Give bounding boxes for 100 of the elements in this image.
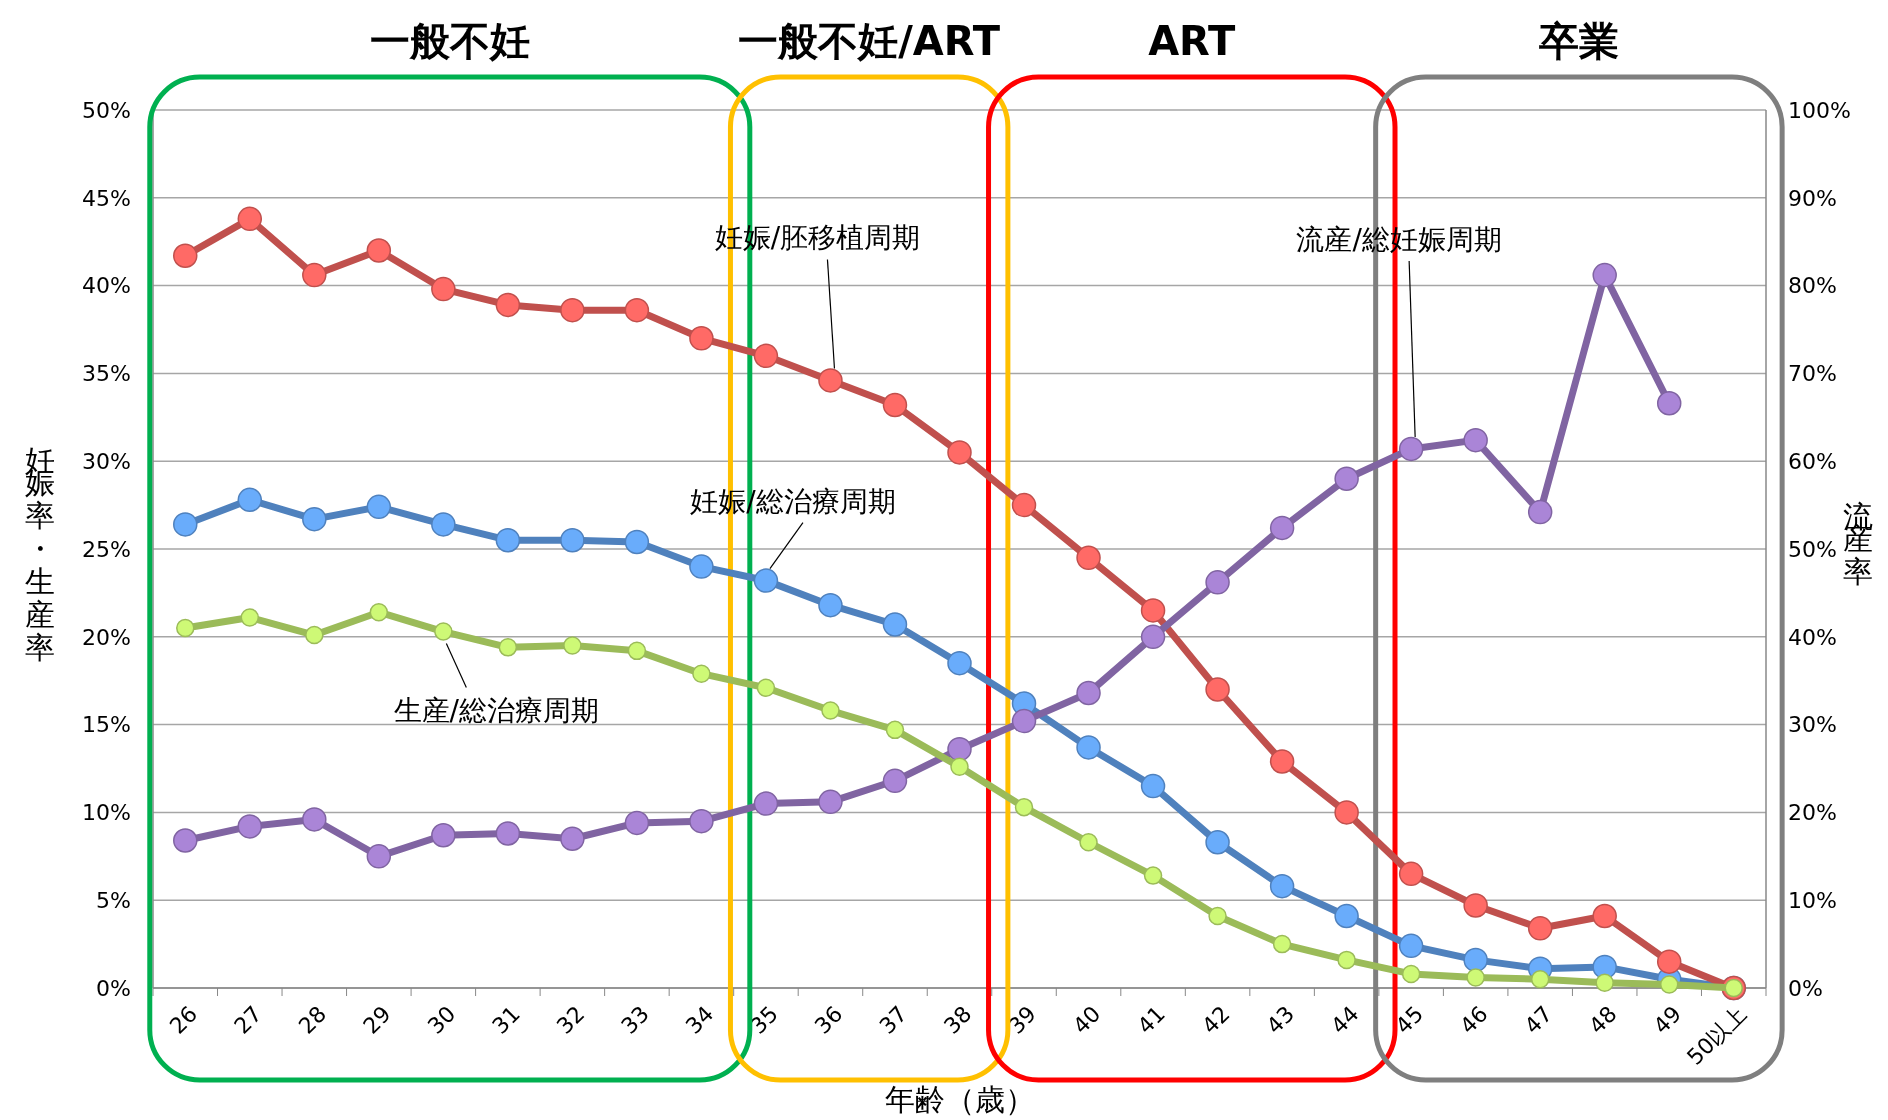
x-tick-label: 42 xyxy=(1197,1001,1235,1039)
point xyxy=(431,512,456,537)
point xyxy=(882,768,908,794)
text: 一般不妊 xyxy=(369,18,530,64)
point xyxy=(1656,391,1682,416)
y2-tick-label: 0% xyxy=(1788,975,1823,1001)
y2-tick-label: 10% xyxy=(1788,887,1837,913)
point xyxy=(1527,499,1553,525)
point xyxy=(302,807,327,832)
point xyxy=(1592,903,1617,929)
x-tick-label: 46 xyxy=(1455,1001,1493,1039)
x-tick-label: 27 xyxy=(229,1001,267,1039)
y2-tick-label: 40% xyxy=(1788,624,1837,650)
point xyxy=(1079,833,1098,852)
x-tick-label: 30 xyxy=(422,1001,461,1039)
point xyxy=(173,512,198,537)
y-tick-label: 50% xyxy=(82,97,131,123)
point xyxy=(1269,873,1295,899)
point xyxy=(366,238,392,263)
point xyxy=(1140,624,1166,650)
point xyxy=(1527,916,1553,941)
point xyxy=(950,757,969,776)
point xyxy=(756,678,776,697)
point xyxy=(240,608,260,627)
point xyxy=(947,736,972,762)
y2-tick-label: 20% xyxy=(1788,800,1837,826)
point xyxy=(753,343,779,369)
point xyxy=(1140,773,1166,799)
point xyxy=(560,297,585,323)
point xyxy=(1011,708,1037,734)
point xyxy=(882,612,908,637)
point xyxy=(431,276,456,302)
point xyxy=(1076,545,1101,571)
text: ART xyxy=(1148,18,1237,64)
point xyxy=(173,828,198,853)
x-tick-label: 34 xyxy=(680,1001,719,1039)
point xyxy=(305,625,324,645)
y2-tick-label: 30% xyxy=(1788,712,1837,738)
point xyxy=(1398,933,1424,959)
point xyxy=(237,206,263,232)
point xyxy=(1530,969,1550,989)
y2-tick-label: 70% xyxy=(1788,361,1837,387)
point xyxy=(818,592,843,618)
point xyxy=(1205,830,1230,855)
point xyxy=(495,821,521,846)
point xyxy=(366,494,392,520)
x-tick-label: 45 xyxy=(1390,1001,1429,1039)
y-tick-label: 35% xyxy=(82,361,131,387)
point xyxy=(1076,680,1101,706)
point xyxy=(818,789,843,815)
point xyxy=(173,243,198,268)
point xyxy=(498,638,518,657)
point xyxy=(753,791,779,816)
x-tick-label: 32 xyxy=(551,1001,590,1039)
point xyxy=(947,650,972,676)
y-tick-label: 10% xyxy=(82,800,131,826)
x-tick-label: 31 xyxy=(487,1001,525,1039)
x-axis-title: 年齢（歳） xyxy=(884,1082,1035,1117)
series-label: 生産/総治療周期 xyxy=(393,693,600,727)
y-tick-label: 0% xyxy=(96,975,131,1001)
point xyxy=(1334,800,1359,825)
point xyxy=(1334,903,1359,929)
y-tick-label: 45% xyxy=(82,185,131,211)
x-tick-label: 28 xyxy=(293,1001,332,1039)
text: 一般不妊/ART xyxy=(738,18,1001,64)
x-tick-label: 40 xyxy=(1068,1001,1106,1039)
y-tick-label: 20% xyxy=(82,624,131,650)
point xyxy=(818,368,843,393)
point xyxy=(1205,677,1230,702)
point xyxy=(369,602,389,622)
point xyxy=(885,720,905,740)
point xyxy=(1337,950,1356,970)
point xyxy=(434,622,453,641)
point xyxy=(495,527,521,553)
y2-tick-label: 100% xyxy=(1788,97,1851,123)
x-tick-label: 48 xyxy=(1584,1001,1622,1039)
point xyxy=(1076,735,1101,760)
point xyxy=(431,822,456,848)
point xyxy=(495,292,521,318)
point xyxy=(882,392,908,418)
point xyxy=(1463,893,1488,918)
point xyxy=(1014,797,1034,817)
point xyxy=(563,636,582,655)
point xyxy=(689,808,714,834)
y-tick-label: 25% xyxy=(82,536,131,562)
x-tick-label: 44 xyxy=(1326,1001,1364,1039)
point xyxy=(1334,466,1359,492)
y2-tick-label: 60% xyxy=(1788,448,1837,474)
point xyxy=(1140,598,1166,623)
text: 卒業 xyxy=(1537,18,1619,64)
y2-tick-label: 50% xyxy=(1788,536,1837,562)
y-tick-label: 5% xyxy=(96,887,131,913)
point xyxy=(560,527,585,553)
x-tick-label: 38 xyxy=(939,1001,977,1039)
point xyxy=(1401,964,1421,984)
point xyxy=(1659,975,1679,994)
y2-tick-label: 90% xyxy=(1788,185,1837,211)
y-tick-label: 15% xyxy=(82,712,131,738)
point xyxy=(1398,861,1424,887)
point xyxy=(1143,866,1163,885)
